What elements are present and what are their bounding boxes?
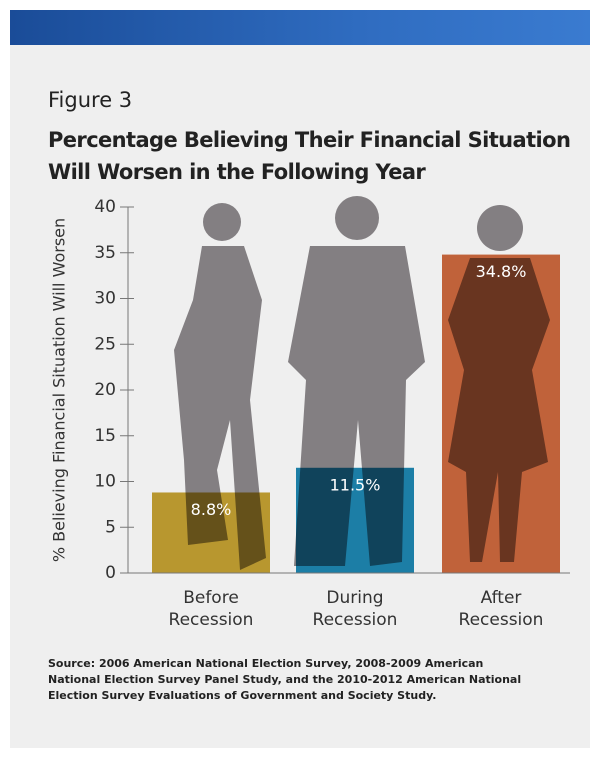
- source: Source: 2006 American National Election …: [48, 656, 521, 704]
- value-label: 34.8%: [476, 262, 527, 281]
- y-tick-label: 0: [105, 563, 116, 583]
- y-tick-label: 40: [94, 197, 116, 217]
- source-line: National Election Survey Panel Study, an…: [48, 673, 522, 686]
- silhouette: [288, 246, 425, 566]
- silhouettes: [174, 196, 550, 570]
- y-tick-label: 20: [94, 380, 116, 400]
- y-tick-label: 5: [105, 517, 116, 537]
- value-label: 11.5%: [330, 475, 381, 494]
- y-tick-label: 30: [94, 289, 116, 309]
- y-axis-label: % Believing Financial Situation Will Wor…: [50, 218, 69, 562]
- y-tick-label: 35: [94, 243, 116, 263]
- source-line: Election Survey Evaluations of Governmen…: [48, 689, 437, 702]
- silhouette: [477, 205, 523, 251]
- y-tick-label: 15: [94, 426, 116, 446]
- y-tick-label: 10: [94, 472, 116, 492]
- chart-title: Percentage Believing Their Financial Sit…: [48, 128, 571, 152]
- axes: 0 5 10 15 20 25 30 35 40 % Believing Financial Si…: [50, 197, 570, 583]
- silhouette: [174, 246, 266, 570]
- figure-label: Figure 3: [48, 88, 133, 112]
- x-tick-label: During Recession: [312, 588, 398, 630]
- y-tick-label: 25: [94, 334, 116, 354]
- silhouette: [203, 203, 241, 241]
- source-line: Source: 2006 American National Election …: [48, 657, 484, 670]
- silhouette: [335, 196, 379, 240]
- x-tick-label: After Recession: [458, 588, 544, 630]
- value-label: 8.8%: [191, 500, 232, 519]
- silhouette: [448, 258, 550, 562]
- header-band: [10, 10, 590, 45]
- x-tick-label: Before Recession: [168, 588, 254, 630]
- chart-title: Will Worsen in the Following Year: [48, 160, 426, 184]
